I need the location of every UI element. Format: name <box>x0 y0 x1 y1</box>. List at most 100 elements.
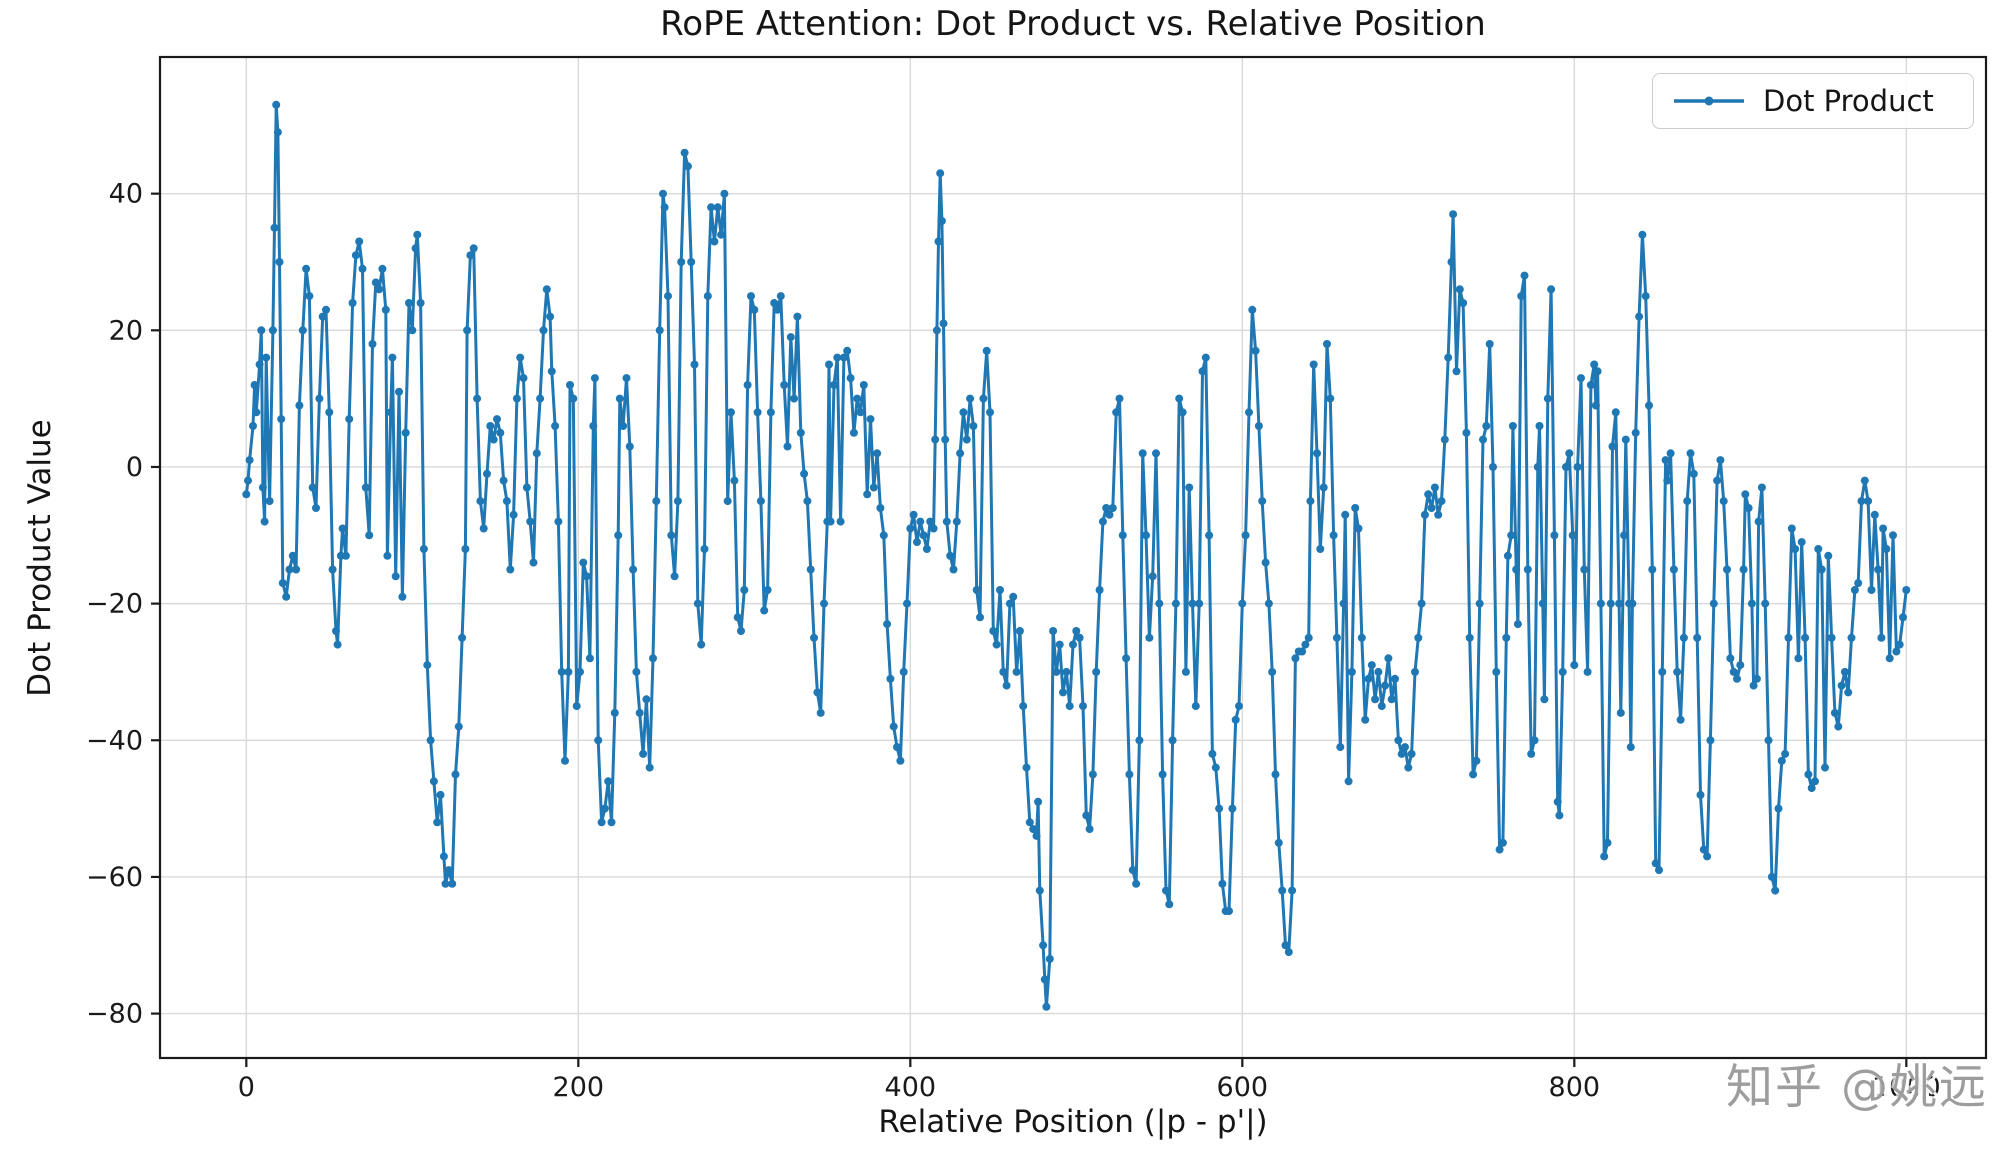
data-point-marker <box>1351 504 1360 512</box>
data-point-marker <box>853 394 862 403</box>
data-point-marker <box>1364 674 1373 683</box>
data-point-marker <box>1747 599 1756 608</box>
data-point-marker <box>942 517 951 526</box>
data-point-marker <box>1648 565 1657 574</box>
data-point-marker <box>539 326 548 335</box>
data-point-marker <box>469 244 478 253</box>
data-point-marker <box>275 258 284 266</box>
data-point-marker <box>803 497 812 506</box>
data-point-marker <box>1211 763 1220 772</box>
data-point-marker <box>770 299 779 307</box>
data-point-marker <box>332 627 340 635</box>
x-axis-label: Relative Position (|p - p'|) <box>878 1104 1268 1140</box>
data-point-marker <box>1889 531 1897 540</box>
data-point-marker <box>1729 667 1738 676</box>
data-point-marker <box>1723 565 1731 574</box>
data-point-marker <box>381 305 390 314</box>
data-point-marker <box>1651 859 1660 868</box>
data-point-marker <box>1860 476 1869 485</box>
data-point-marker <box>1248 305 1257 314</box>
data-point-marker <box>1757 483 1766 492</box>
data-point-marker <box>333 640 342 649</box>
data-point-marker <box>292 565 301 574</box>
data-point-marker <box>1357 633 1366 642</box>
data-point-marker <box>486 422 495 430</box>
data-point-marker <box>889 722 898 731</box>
data-point-marker <box>1676 715 1685 724</box>
data-point-marker <box>1784 633 1793 642</box>
data-point-marker <box>1586 381 1595 389</box>
data-point-marker <box>252 408 261 417</box>
data-point-marker <box>395 387 403 396</box>
data-point-marker <box>566 381 574 389</box>
data-point-marker <box>869 483 878 492</box>
data-point-marker <box>1590 360 1599 369</box>
data-point-marker <box>1235 702 1243 711</box>
data-point-marker <box>655 326 664 335</box>
data-point-marker <box>1767 872 1776 881</box>
data-point-marker <box>683 162 692 171</box>
data-point-marker <box>1495 845 1504 854</box>
data-point-marker <box>1208 749 1217 758</box>
data-point-marker <box>866 415 875 424</box>
data-point-marker <box>429 777 438 786</box>
data-point-marker <box>1706 736 1715 745</box>
data-point-marker <box>1238 599 1247 608</box>
data-point-marker <box>816 708 825 717</box>
data-point-marker <box>1329 531 1338 540</box>
data-point-marker <box>315 394 324 403</box>
data-point-marker <box>1713 476 1722 485</box>
data-point-marker <box>1291 654 1300 663</box>
data-point-marker <box>1503 551 1512 560</box>
data-point-marker <box>263 428 272 437</box>
data-point-marker <box>1902 586 1911 594</box>
data-point-marker <box>713 203 722 212</box>
data-point-marker <box>295 401 304 410</box>
data-point-marker <box>439 852 448 861</box>
data-point-marker <box>1417 599 1426 608</box>
data-point-marker <box>979 394 988 403</box>
data-point-marker <box>1558 667 1567 676</box>
data-point-marker <box>1065 702 1074 711</box>
data-point-marker <box>693 599 702 608</box>
data-point-marker <box>1716 456 1725 465</box>
data-point-marker <box>635 708 644 717</box>
y-tick-label: −80 <box>86 999 143 1030</box>
data-point-marker <box>1181 667 1190 676</box>
data-point-marker <box>1261 558 1270 567</box>
data-point-marker <box>378 264 387 273</box>
data-point-marker <box>1341 510 1350 519</box>
data-point-marker <box>338 524 347 533</box>
data-point-marker <box>1052 667 1061 676</box>
data-point-marker <box>1394 736 1403 745</box>
data-point-marker <box>1088 770 1097 779</box>
data-point-marker <box>756 497 765 506</box>
data-point-marker <box>1626 743 1635 752</box>
data-point-marker <box>506 565 515 574</box>
data-point-marker <box>1568 531 1577 540</box>
data-point-marker <box>419 545 428 553</box>
data-point-marker <box>526 517 535 526</box>
data-point-marker <box>258 483 267 492</box>
y-tick-label: 20 <box>109 315 143 346</box>
data-point-marker <box>476 497 485 506</box>
data-point-marker <box>250 381 259 389</box>
data-point-marker <box>579 558 588 567</box>
data-point-marker <box>1577 374 1585 383</box>
data-point-marker <box>1284 948 1293 957</box>
data-point-marker <box>1520 271 1529 280</box>
x-tick-label: 1000 <box>1872 1072 1941 1103</box>
data-point-marker <box>1281 941 1290 950</box>
data-point-marker <box>1736 661 1745 670</box>
data-point-marker <box>1502 633 1511 642</box>
data-point-marker <box>1178 408 1187 417</box>
data-point-marker <box>1404 763 1413 772</box>
data-point-marker <box>529 558 538 567</box>
data-point-marker <box>1899 613 1907 622</box>
data-point-marker <box>1034 797 1043 806</box>
data-point-marker <box>1804 770 1813 779</box>
y-axis-label: Dot Product Value <box>22 419 58 697</box>
data-point-marker <box>813 688 822 697</box>
data-point-marker <box>1397 749 1406 758</box>
data-point-marker <box>747 292 755 301</box>
